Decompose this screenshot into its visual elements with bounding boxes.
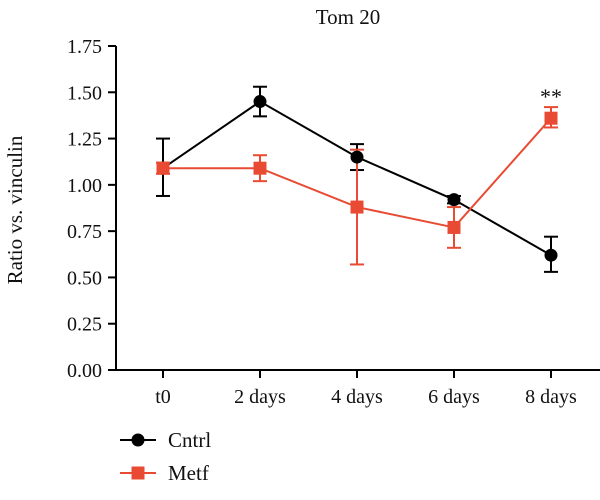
y-tick-label: 1.25 (67, 129, 102, 151)
legend-label: Cntrl (168, 428, 211, 452)
data-point (447, 220, 461, 234)
significance-annotation: ** (540, 84, 562, 109)
data-point (544, 248, 558, 262)
markers-metf (156, 111, 558, 234)
y-tick-label: 0.25 (67, 314, 102, 336)
chart-title: Tom 20 (316, 5, 380, 29)
x-tick-label: 6 days (428, 386, 480, 408)
data-point (350, 150, 364, 164)
data-point (156, 161, 170, 175)
legend: Cntrl Metf (120, 428, 211, 485)
legend-item-metf: Metf (120, 461, 209, 485)
data-point (253, 95, 267, 109)
y-tick-label: 1.50 (67, 82, 102, 104)
y-tick-label: 1.00 (67, 175, 102, 197)
legend-item-cntrl: Cntrl (120, 428, 211, 452)
x-tick-label: 2 days (234, 386, 286, 408)
plot-area: ** (156, 84, 562, 273)
y-tick-label: 0.00 (67, 360, 102, 382)
x-tick-label: 4 days (331, 386, 383, 408)
y-tick-label: 1.75 (67, 36, 102, 58)
legend-marker (131, 466, 145, 480)
axes: 0.00 0.25 0.50 0.75 1.00 1.25 1.50 1.75 t0 2 days… (67, 36, 600, 408)
data-point (253, 161, 267, 175)
y-tick-label: 0.50 (67, 267, 102, 289)
legend-marker (131, 433, 145, 447)
x-tick-label: 8 days (525, 386, 577, 408)
y-tick-label: 0.75 (67, 221, 102, 243)
y-axis-label: Ratio vs. vinculin (3, 135, 27, 284)
data-point (350, 200, 364, 214)
data-point (544, 111, 558, 125)
x-tick-label: t0 (155, 386, 171, 408)
data-point (447, 193, 461, 207)
legend-label: Metf (168, 461, 209, 485)
